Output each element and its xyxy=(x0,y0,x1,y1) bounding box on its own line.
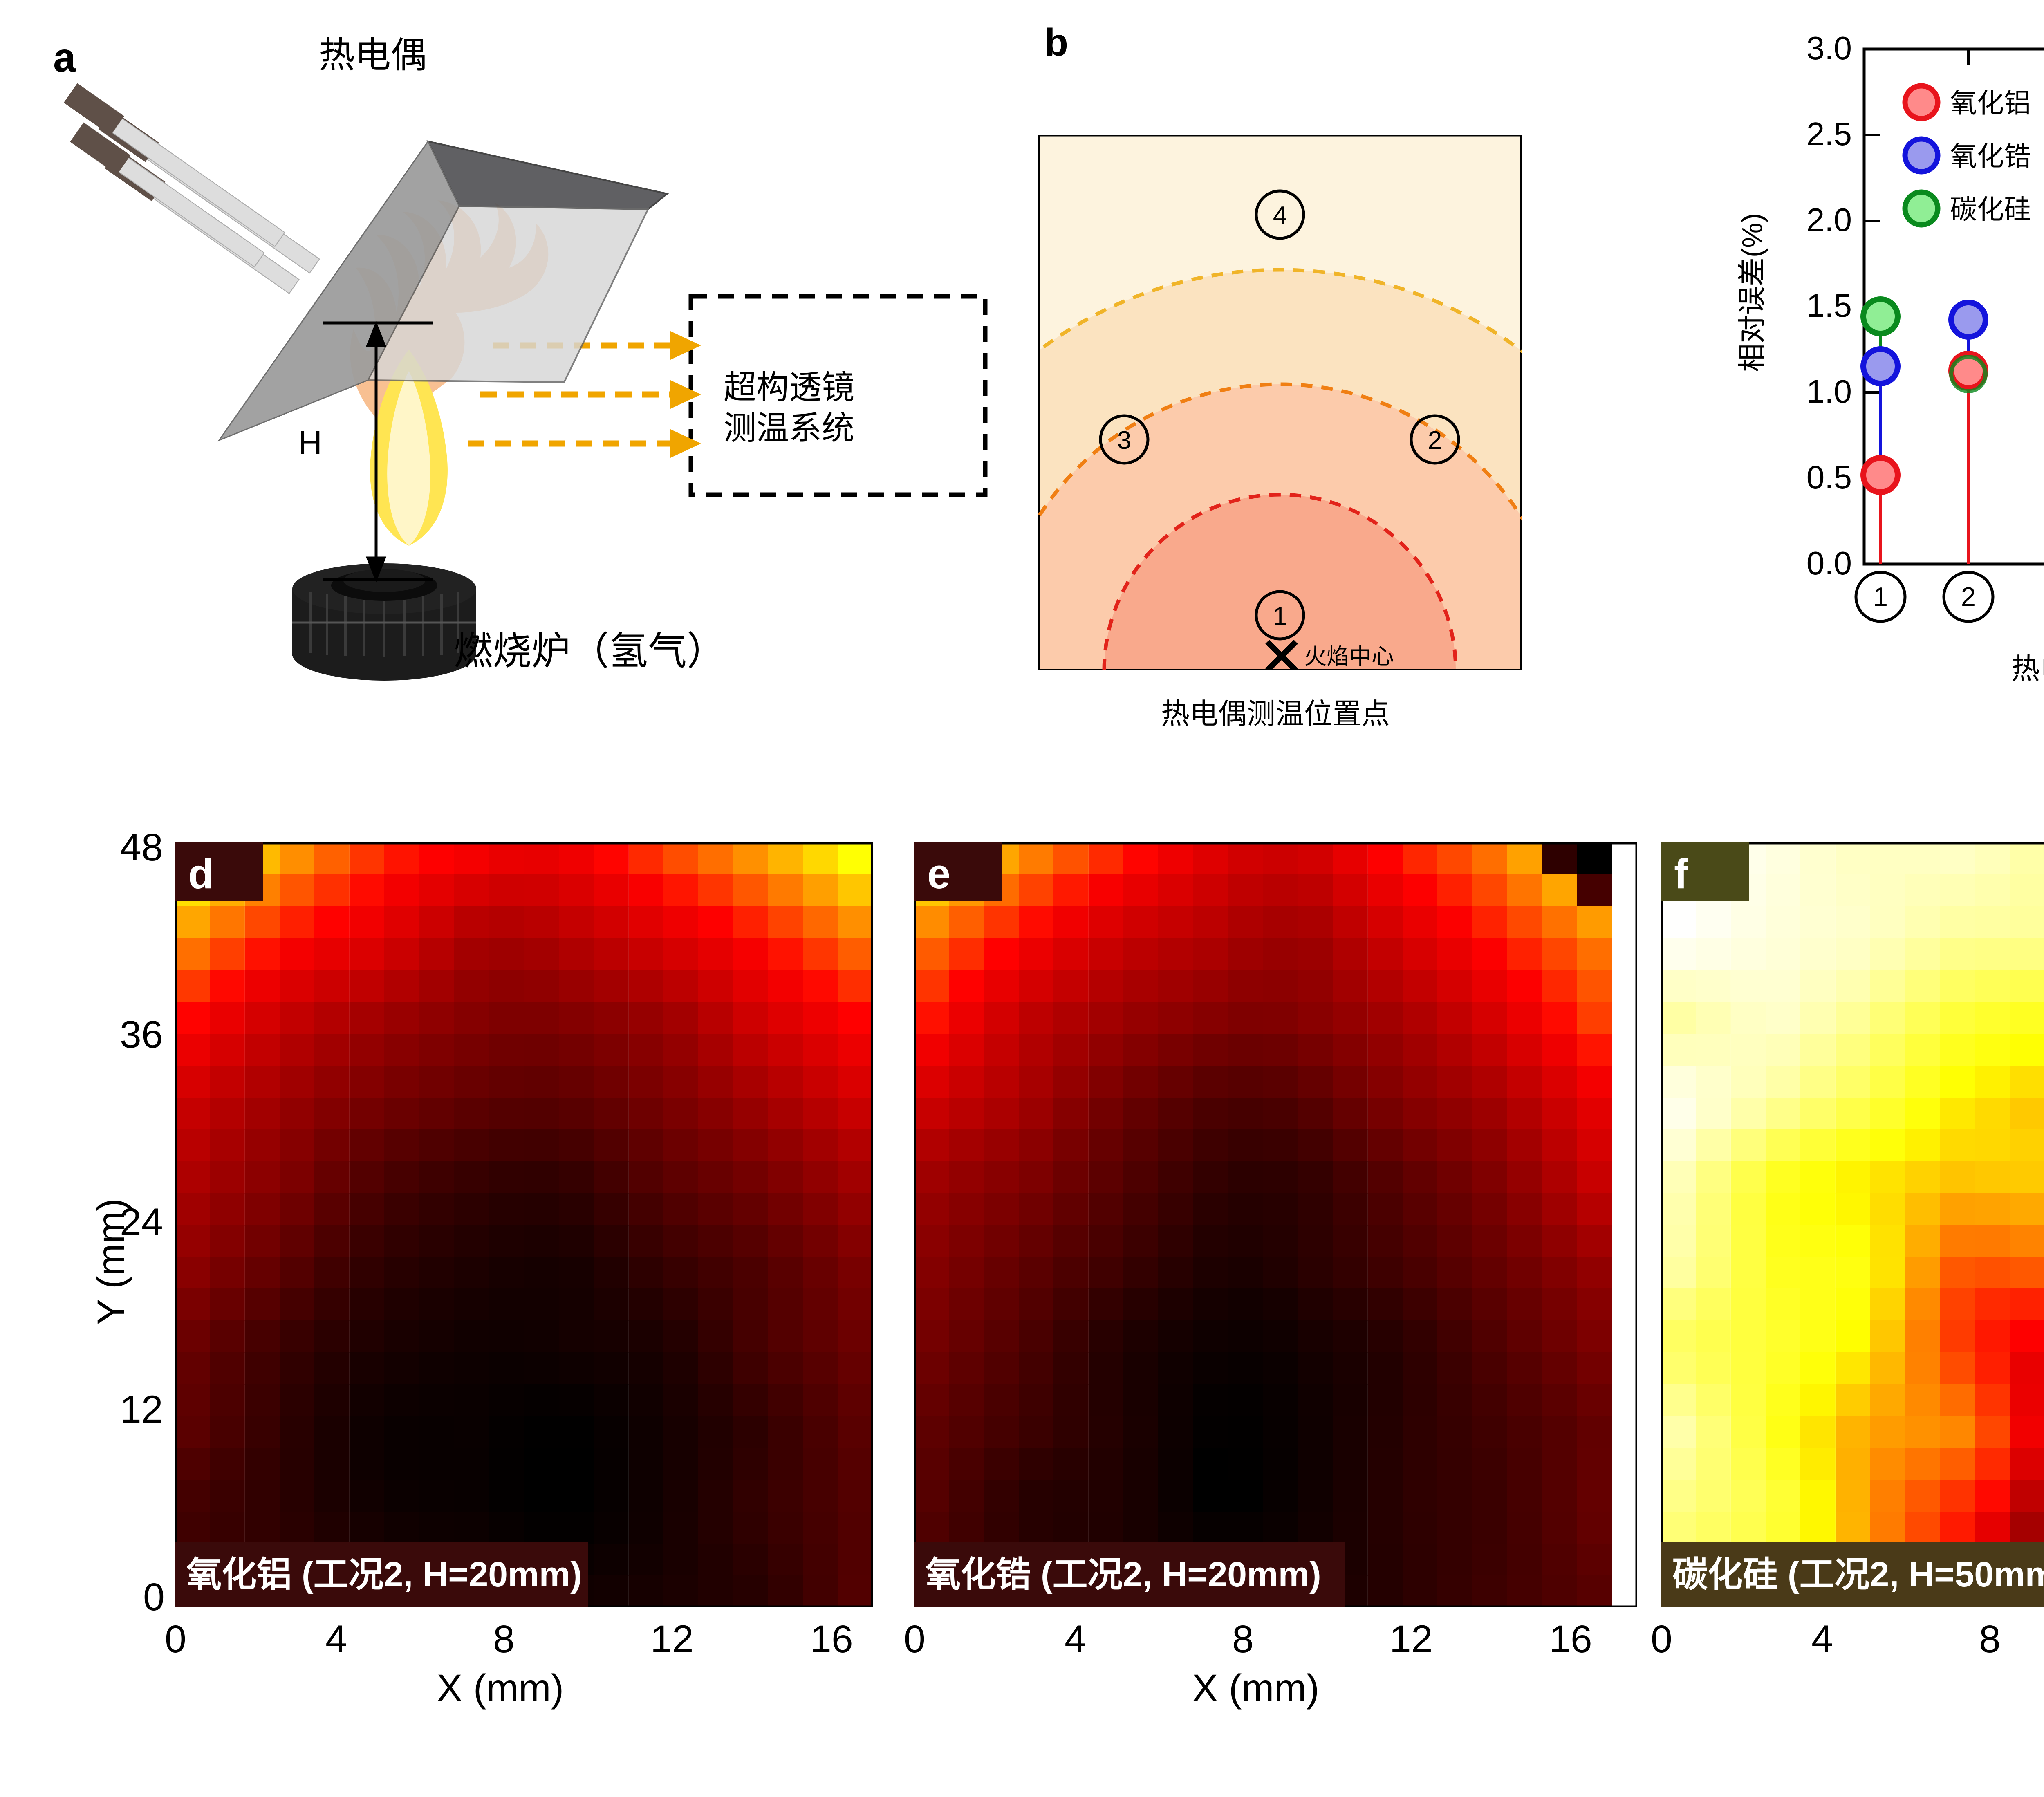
svg-text:氧化锆: 氧化锆 xyxy=(1950,141,2031,171)
svg-text:2.0: 2.0 xyxy=(1806,202,1852,238)
svg-text:碳化硅 (工况2, H=50mm): 碳化硅 (工况2, H=50mm) xyxy=(1672,1555,2044,1594)
svg-text:4: 4 xyxy=(1273,202,1287,230)
svg-text:1: 1 xyxy=(1273,602,1287,630)
svg-text:3: 3 xyxy=(1117,426,1131,455)
svg-text:f: f xyxy=(1674,850,1688,897)
svg-text:H: H xyxy=(298,424,322,461)
svg-text:a: a xyxy=(53,35,76,81)
svg-text:2: 2 xyxy=(1961,582,1976,612)
svg-text:0.5: 0.5 xyxy=(1806,459,1852,495)
svg-text:1.0: 1.0 xyxy=(1806,373,1852,410)
svg-text:1: 1 xyxy=(1873,582,1888,612)
svg-text:燃烧炉（氢气）: 燃烧炉（氢气） xyxy=(454,630,726,673)
svg-text:2: 2 xyxy=(1428,426,1442,455)
svg-text:1.5: 1.5 xyxy=(1806,287,1852,324)
svg-text:热电偶: 热电偶 xyxy=(319,35,427,75)
svg-text:氧化铝: 氧化铝 xyxy=(1950,88,2031,118)
svg-text:3.0: 3.0 xyxy=(1806,30,1852,66)
svg-text:碳化硅: 碳化硅 xyxy=(1950,194,2031,224)
svg-text:2.5: 2.5 xyxy=(1806,116,1852,152)
svg-text:测温系统: 测温系统 xyxy=(724,410,854,446)
svg-text:氧化锆 (工况2, H=20mm): 氧化锆 (工况2, H=20mm) xyxy=(926,1555,1321,1594)
svg-text:e: e xyxy=(927,850,950,897)
svg-text:0.0: 0.0 xyxy=(1806,545,1852,581)
svg-text:氧化铝 (工况2, H=20mm): 氧化铝 (工况2, H=20mm) xyxy=(186,1555,582,1594)
svg-text:超构透镜: 超构透镜 xyxy=(724,369,854,406)
svg-text:d: d xyxy=(188,850,214,897)
svg-text:火焰中心: 火焰中心 xyxy=(1304,644,1394,669)
